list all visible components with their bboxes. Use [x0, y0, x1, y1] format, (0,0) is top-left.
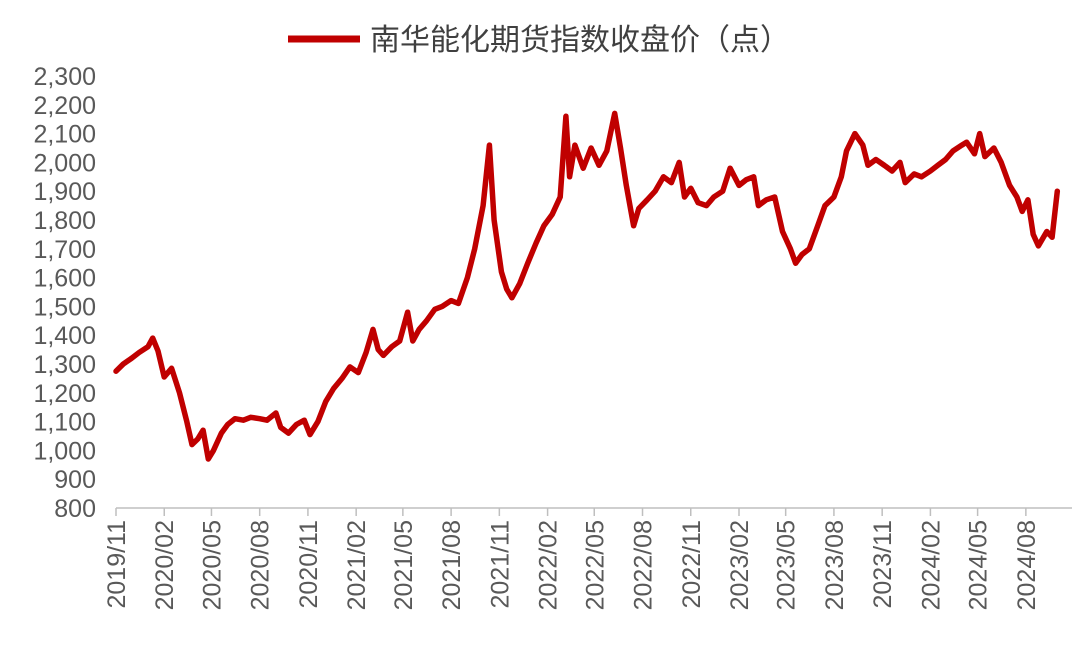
x-tick-label: 2024/08: [1013, 520, 1041, 610]
x-tick-label: 2021/05: [390, 520, 418, 610]
y-tick-label: 2,000: [33, 149, 96, 177]
y-tick-label: 1,800: [33, 207, 96, 235]
x-tick-label: 2021/11: [486, 520, 514, 609]
y-tick-label: 1,000: [33, 437, 96, 465]
x-tick-label: 2022/08: [630, 520, 658, 610]
plot-area: [113, 110, 1061, 462]
y-tick-label: 1,200: [33, 380, 96, 408]
x-tick-label: 2023/05: [773, 520, 801, 610]
x-tick-label: 2021/02: [343, 520, 371, 610]
x-tick-label: 2023/08: [821, 520, 849, 610]
y-tick-label: 800: [54, 495, 96, 523]
y-tick-label: 1,100: [33, 409, 96, 437]
y-tick-label: 1,900: [33, 178, 96, 206]
x-tick-label: 2022/11: [678, 520, 706, 609]
series-line: [113, 110, 1061, 462]
legend-label: 南华能化期货指数收盘价（点）: [370, 23, 790, 58]
y-tick-label: 2,300: [33, 63, 96, 91]
x-tick-label: 2023/02: [726, 520, 754, 610]
x-tick-label: 2024/05: [965, 520, 993, 610]
x-tick-label: 2020/05: [198, 520, 226, 610]
y-tick-label: 2,200: [33, 92, 96, 120]
y-tick-label: 900: [54, 466, 96, 494]
x-tick-label: 2023/11: [869, 520, 897, 609]
x-tick-label: 2020/08: [247, 520, 275, 610]
x-tick-label: 2024/02: [917, 520, 945, 610]
y-tick-label: 2,100: [33, 121, 96, 149]
y-tick-label: 1,700: [33, 236, 96, 264]
x-tick-label: 2020/02: [151, 520, 179, 610]
x-tick-label: 2019/11: [103, 520, 131, 609]
x-tick-label: 2022/05: [581, 520, 609, 610]
x-tick-label: 2020/11: [295, 520, 323, 609]
y-axis: 8009001,0001,1001,2001,3001,4001,5001,60…: [33, 63, 96, 523]
y-tick-label: 1,600: [33, 265, 96, 293]
y-tick-label: 1,500: [33, 293, 96, 321]
x-tick-label: 2022/02: [535, 520, 563, 610]
x-tick-label: 2021/08: [438, 520, 466, 610]
legend: 南华能化期货指数收盘价（点）: [288, 23, 790, 58]
y-tick-label: 1,300: [33, 351, 96, 379]
x-axis: 2019/11 2020/02 2020/05 2020/08 2020/11 2021/…: [103, 507, 1072, 610]
y-tick-label: 1,400: [33, 322, 96, 350]
